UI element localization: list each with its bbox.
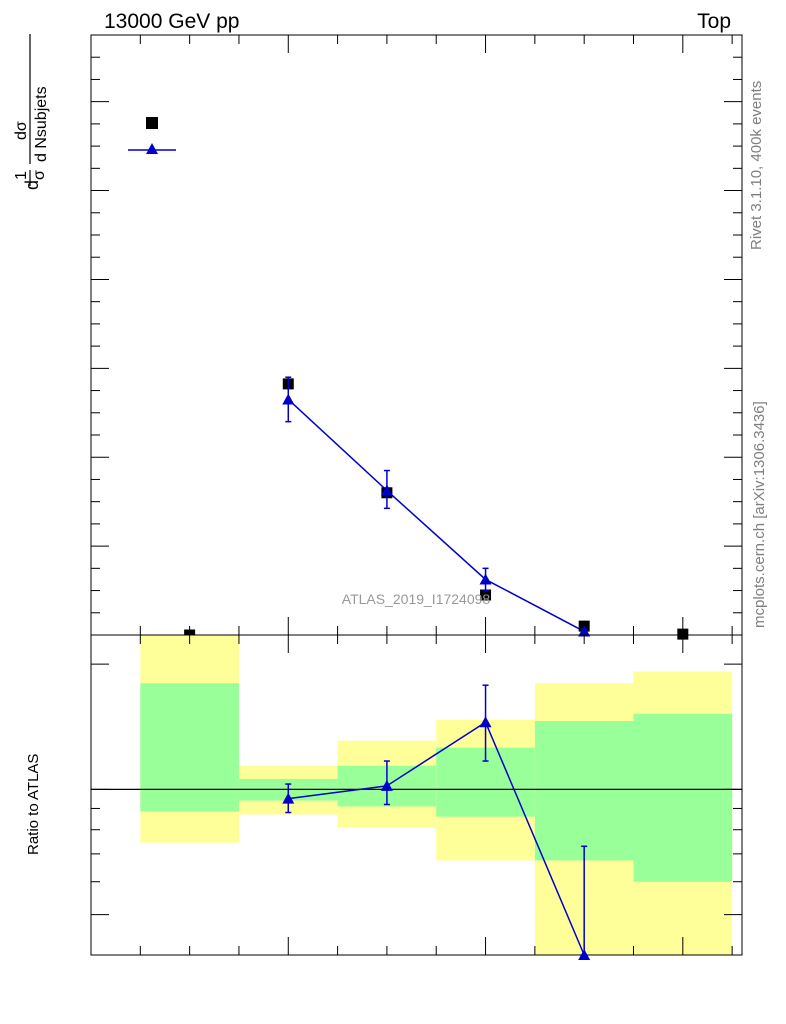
ylabel-prefix: d [22, 180, 42, 190]
main-y-label: d 1 σ dσ d Nsubjets [13, 34, 50, 190]
ylabel-frac-num: 1 [13, 171, 30, 180]
process-label: Top [697, 10, 731, 33]
ylabel-d-num: dσ [13, 121, 30, 140]
ratio-pythia-point [282, 792, 295, 804]
rivet-info: Rivet 3.1.10, 400k events [748, 81, 765, 250]
analysis-watermark: ATLAS_2019_I1724098 [342, 591, 491, 607]
source-info: mcplots.cern.ch [arXiv:1306.3436] [751, 401, 768, 628]
pythia-point [380, 484, 393, 496]
ratio-panel [90, 634, 743, 960]
svg-text:d: d [22, 180, 42, 190]
atlas-point [480, 589, 492, 601]
ylabel-d-den: d Nsubjets [33, 86, 50, 162]
main-frame [90, 34, 743, 636]
ratio-pythia-point [479, 716, 492, 728]
energy-label: 13000 GeV pp [104, 10, 239, 33]
band-inner-4 [534, 721, 634, 861]
ylabel-frac-den: σ [31, 170, 48, 180]
main-panel [90, 34, 743, 641]
pythia-point [479, 573, 492, 585]
ratio-pythia-point [578, 949, 591, 960]
pythia-point [578, 625, 591, 637]
band-inner-5 [633, 713, 733, 882]
legend-marker-atlas [146, 117, 158, 129]
ratio-pythia-line [288, 721, 585, 956]
ratio-y-label: Ratio to ATLAS [25, 754, 42, 855]
ratio-frame [90, 634, 743, 956]
atlas-point [677, 628, 689, 640]
legend-marker-pythia [146, 143, 158, 154]
band-inner-0 [140, 683, 239, 812]
pythia-line [287, 398, 585, 633]
ratio-pythia-point [380, 779, 393, 791]
pythia-point [282, 393, 295, 405]
